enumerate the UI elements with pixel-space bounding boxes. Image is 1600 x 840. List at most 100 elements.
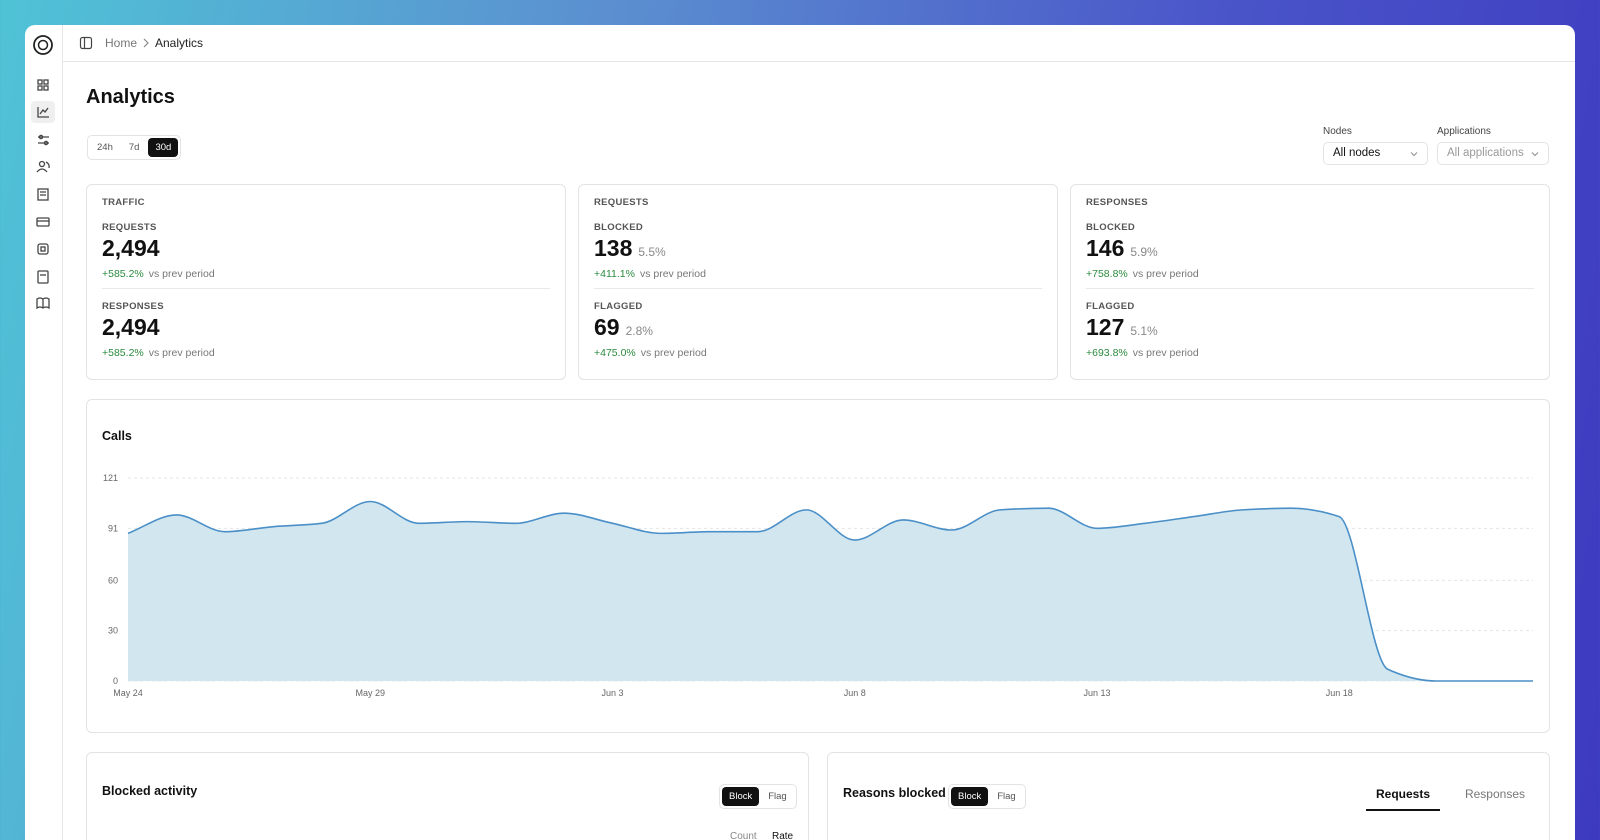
metric-note: vs prev period xyxy=(148,347,215,359)
x-tick-label: Jun 13 xyxy=(1083,688,1110,698)
chevron xyxy=(1531,152,1539,157)
toggle: Block Flag xyxy=(948,784,1026,809)
top-bar: Home Analytics xyxy=(63,25,1575,62)
metric-row: 146 5.9% xyxy=(1086,235,1534,264)
stat-card: TRAFFIC REQUESTS 2,494 +585.2% vs prev perio… xyxy=(86,184,566,380)
range-button[interactable]: 30d xyxy=(148,138,179,157)
metric-note: vs prev period xyxy=(148,268,215,280)
y-tick-label: 0 xyxy=(113,676,118,686)
metric-change: +693.8% xyxy=(1086,347,1128,359)
range-button[interactable]: 7d xyxy=(128,142,140,153)
metric-share: 2.8% xyxy=(625,324,653,338)
y-tick-label: 30 xyxy=(108,626,118,636)
toggle: Block Flag xyxy=(719,784,797,809)
page-title: Analytics xyxy=(86,86,175,108)
x-tick-label: May 24 xyxy=(113,688,143,698)
filter-select[interactable]: All applications xyxy=(1437,142,1549,165)
x-tick-label: Jun 8 xyxy=(844,688,866,698)
active-nav xyxy=(31,101,55,123)
filter-label: Nodes xyxy=(1323,126,1352,137)
metric-label: RESPONSES xyxy=(102,301,164,312)
metric-note: vs prev period xyxy=(1132,268,1199,280)
mode-option[interactable]: Count xyxy=(730,831,757,840)
metric-note: vs prev period xyxy=(639,268,706,280)
metric-row: 2,494 xyxy=(102,235,550,264)
range-selector: 24h 7d 30d xyxy=(87,135,182,160)
metric-change: +411.1% xyxy=(594,268,635,280)
divider xyxy=(1086,288,1534,289)
nav-logs[interactable] xyxy=(37,188,49,201)
nav-users[interactable] xyxy=(38,160,46,168)
metric-value: 2,494 xyxy=(102,314,160,340)
card-title: REQUESTS xyxy=(594,197,649,208)
chart: Calls 0 30 60 91 121 May 24 May 29 Jun 3 Jun 8 Ju… xyxy=(102,429,1533,698)
metric-label: BLOCKED xyxy=(594,222,644,233)
x-tick-label: May 29 xyxy=(355,688,385,698)
nav-guide[interactable] xyxy=(36,297,50,310)
metric-row: 2,494 xyxy=(102,314,550,343)
panel-title: Reasons blocked xyxy=(843,786,946,800)
metric-value: 2,494 xyxy=(102,235,160,261)
metric-row: 127 5.1% xyxy=(1086,314,1534,343)
mode-option[interactable]: Rate xyxy=(772,831,794,840)
y-tick-label: 91 xyxy=(108,523,118,533)
metric-value: 138 xyxy=(594,235,633,261)
nav-dashboard[interactable] xyxy=(37,79,43,85)
sidebar xyxy=(25,25,63,840)
chevron xyxy=(1410,152,1418,157)
y-tick-label: 60 xyxy=(108,575,118,585)
toggle-button[interactable]: Block xyxy=(722,787,760,806)
breadcrumb-current: Analytics xyxy=(155,36,204,50)
filter-value: All nodes xyxy=(1333,147,1381,159)
card-title: RESPONSES xyxy=(1086,197,1148,208)
toggle-button[interactable]: Flag xyxy=(768,791,787,802)
metric-row: 138 5.5% xyxy=(594,235,1042,264)
nav-billing[interactable] xyxy=(36,217,50,227)
metric-change-row: +585.2% vs prev period xyxy=(102,343,550,359)
sidebar-toggle[interactable] xyxy=(79,36,93,50)
toggle-button[interactable]: Flag xyxy=(997,791,1016,802)
metric-change: +585.2% xyxy=(102,268,144,280)
chart-card: Calls 0 30 60 91 121 May 24 May 29 Jun 3 Jun 8 Ju… xyxy=(86,399,1550,733)
chart-title: Calls xyxy=(102,429,132,443)
breadcrumb-home[interactable]: Home xyxy=(105,36,138,50)
filter-label: Applications xyxy=(1437,126,1491,137)
metric-label: FLAGGED xyxy=(594,301,643,312)
metric-value: 127 xyxy=(1086,314,1125,340)
nav-nodes[interactable] xyxy=(37,243,49,255)
metric-change: +585.2% xyxy=(102,347,144,359)
line xyxy=(127,500,1533,682)
toggle-button[interactable]: Block xyxy=(951,787,989,806)
nav-docs[interactable] xyxy=(37,270,49,284)
metric-share: 5.5% xyxy=(638,245,666,259)
logo[interactable] xyxy=(33,35,53,55)
metric-change: +475.0% xyxy=(594,347,636,359)
metric-share: 5.9% xyxy=(1130,245,1158,259)
panel-card: Reasons blocked Block Flag Requests Response… xyxy=(827,752,1550,840)
range-button[interactable]: 24h xyxy=(97,142,113,153)
metric-value: 146 xyxy=(1086,235,1125,261)
area-fill xyxy=(128,501,1533,681)
metric-change-row: +693.8% vs prev period xyxy=(1086,343,1534,359)
metric-label: FLAGGED xyxy=(1086,301,1135,312)
metric-change-row: +475.0% vs prev period xyxy=(594,343,1042,359)
nav-analytics[interactable] xyxy=(37,107,49,118)
x-tick-label: Jun 18 xyxy=(1326,688,1353,698)
metric-share: 5.1% xyxy=(1130,324,1158,338)
tab[interactable]: Requests xyxy=(1366,787,1440,811)
metric-change: +758.8% xyxy=(1086,268,1128,280)
metric-label: REQUESTS xyxy=(102,222,157,233)
sidebar-icons xyxy=(31,35,55,310)
filter-select[interactable]: All nodes xyxy=(1323,142,1428,165)
metric-row: 69 2.8% xyxy=(594,314,1042,343)
divider xyxy=(102,288,550,289)
divider xyxy=(594,288,1042,289)
card-title: TRAFFIC xyxy=(102,197,145,208)
metric-change-row: +411.1% vs prev period xyxy=(594,264,1042,280)
metric-change-row: +585.2% vs prev period xyxy=(102,264,550,280)
tab[interactable]: Responses xyxy=(1464,787,1526,801)
logo-inner xyxy=(37,39,49,51)
y-tick-label: 121 xyxy=(103,473,118,483)
panel-card: Blocked activity Block Flag Count Rate xyxy=(86,752,809,840)
metric-note: vs prev period xyxy=(640,347,707,359)
